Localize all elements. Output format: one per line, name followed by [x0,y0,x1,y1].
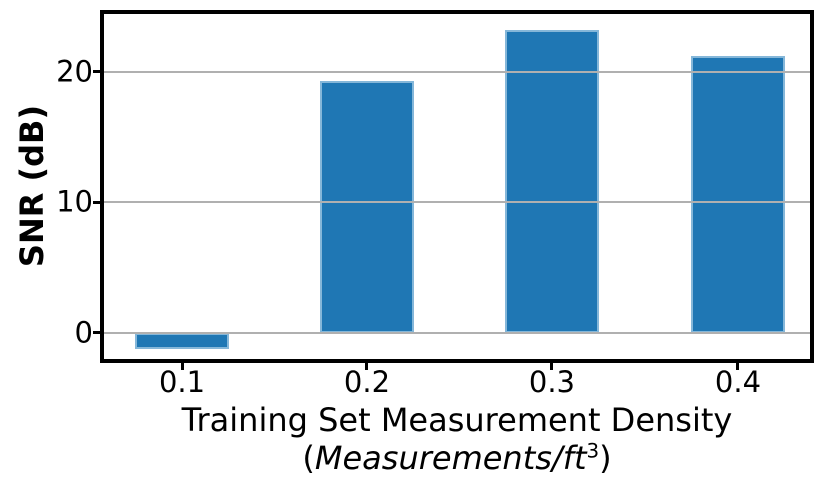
bar-0.2 [320,80,414,333]
x-tick-mark-0.4 [736,363,740,370]
y-tick-mark-10 [93,200,100,204]
bar-0.3 [505,29,599,333]
y-tick-label-20: 20 [56,54,93,88]
x-tick-label-0.1: 0.1 [158,365,206,399]
x-axis-label-line2: (Measurements/ft3) [100,439,814,477]
y-tick-label-10: 10 [56,184,93,219]
x-tick-label-0.3: 0.3 [528,365,576,399]
y-tick-mark-0 [93,331,100,335]
x-label-superscript: 3 [586,439,600,463]
x-axis-label: Training Set Measurement Density (Measur… [100,401,814,477]
x-tick-mark-0.1 [180,363,184,370]
plot-inner [104,14,810,359]
x-label-open-paren: ( [302,439,315,477]
y-tick-mark-20 [93,70,100,73]
x-tick-label-0.2: 0.2 [343,365,391,399]
gridline-y-10 [104,201,810,204]
x-label-close-paren: ) [599,439,612,477]
gridline-y-0 [104,331,810,334]
y-axis-label: SNR (dB) [13,104,51,268]
x-axis-label-line1: Training Set Measurement Density [181,401,733,439]
bar-0.4 [691,55,785,333]
x-tick-mark-0.3 [550,363,554,370]
bar-0.1 [135,332,229,349]
gridline-y-20 [104,70,810,73]
x-label-units-italic: Measurements/ft [314,439,587,477]
y-tick-label-0: 0 [74,315,93,350]
x-tick-mark-0.2 [365,363,369,370]
plot-area [100,10,814,363]
x-tick-label-0.4: 0.4 [714,365,762,399]
